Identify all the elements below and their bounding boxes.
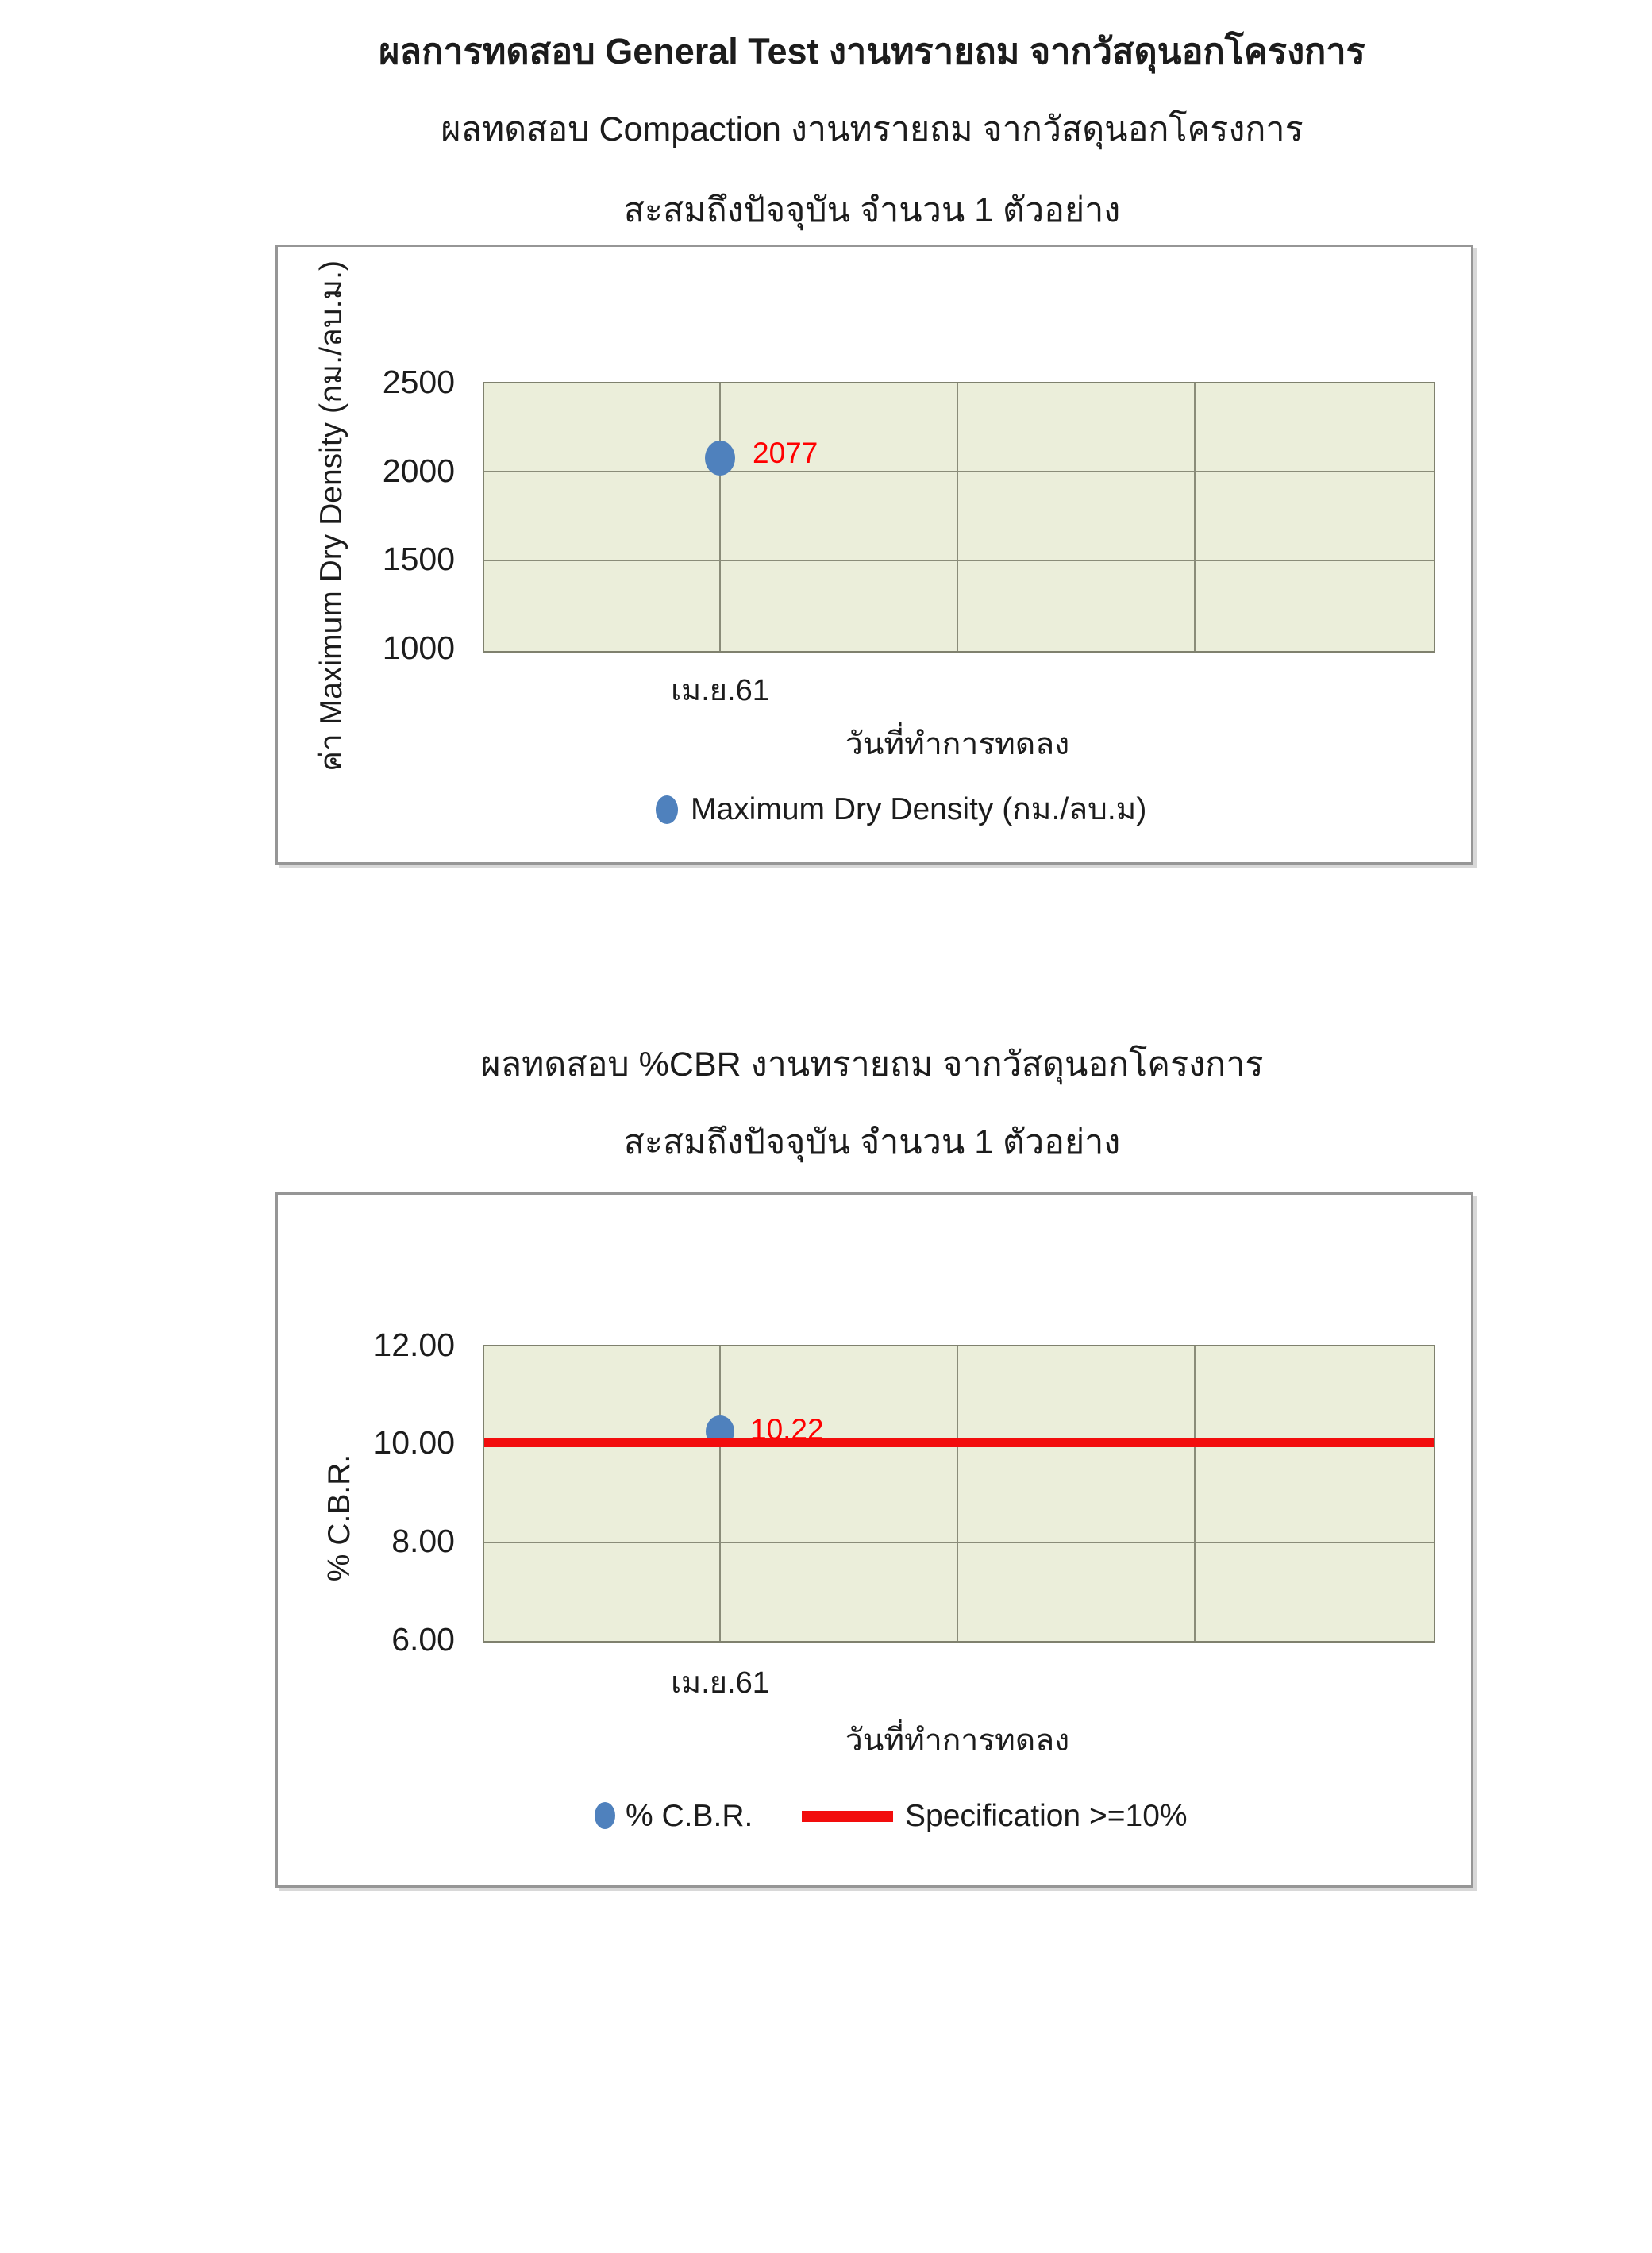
- chart2-x-axis-title: วันที่ทำการทดลง: [845, 1723, 1070, 1758]
- chart1-data-point-label: 2077: [753, 437, 818, 469]
- chart2-xtick: เม.ย.61: [671, 1666, 769, 1700]
- page-title: ผลการทดสอบ General Test งานทรายถม จากวัส…: [379, 31, 1365, 71]
- chart1-legend-label: Maximum Dry Density (กม./ลบ.ม): [691, 792, 1147, 826]
- chart1-data-point-marker: [705, 441, 735, 476]
- spec-line-swatch-icon: [802, 1811, 893, 1822]
- chart2-ytick-8: 8.00: [391, 1523, 455, 1559]
- chart2-subtitle: สะสมถึงปัจจุบัน จำนวน 1 ตัวอย่าง: [623, 1123, 1121, 1161]
- chart1-ytick-2000: 2000: [382, 453, 455, 489]
- gridline-vertical: [1194, 383, 1196, 651]
- chart2-legend-spec-label: Specification >=10%: [905, 1799, 1188, 1833]
- chart1-ytick-1500: 1500: [382, 541, 455, 577]
- gridline-vertical: [957, 383, 958, 651]
- cbr-chart: % C.B.R. 12.00 10.00 8.00 6.00 10.22 เม.…: [275, 1192, 1473, 1888]
- chart2-legend-cbr-label: % C.B.R.: [626, 1799, 753, 1833]
- chart2-ytick-6: 6.00: [391, 1621, 455, 1658]
- specification-line: [484, 1438, 1434, 1447]
- chart1-ytick-1000: 1000: [382, 630, 455, 666]
- gridline-vertical: [957, 1346, 958, 1641]
- chart2-data-point-label: 10.22: [750, 1413, 824, 1446]
- chart2-ytick-10: 10.00: [373, 1424, 455, 1461]
- chart1-plot-area: 2077: [483, 382, 1435, 653]
- chart1-title: ผลทดสอบ Compaction งานทรายถม จากวัสดุนอก…: [441, 110, 1304, 148]
- chart2-ytick-12: 12.00: [373, 1327, 455, 1363]
- gridline-horizontal: [484, 1542, 1434, 1543]
- chart1-xtick: เม.ย.61: [671, 674, 769, 707]
- cbr-series-marker-icon: [595, 1802, 615, 1829]
- chart2-plot-area: 10.22: [483, 1345, 1435, 1643]
- chart1-ytick-2500: 2500: [382, 364, 455, 400]
- chart1-subtitle: สะสมถึงปัจจุบัน จำนวน 1 ตัวอย่าง: [623, 191, 1121, 229]
- compaction-chart: ค่า Maximum Dry Density (กม./ลบ.ม.) 2500…: [275, 245, 1473, 865]
- gridline-vertical: [1194, 1346, 1196, 1641]
- gridline-vertical: [719, 383, 721, 651]
- chart2-title: ผลทดสอบ %CBR งานทรายถม จากวัสดุนอกโครงกา…: [480, 1046, 1264, 1084]
- chart1-x-axis-title: วันที่ทำการทดลง: [845, 727, 1070, 761]
- chart1-y-axis-title: ค่า Maximum Dry Density (กม./ลบ.ม.): [314, 260, 348, 772]
- gridline-horizontal: [484, 560, 1434, 561]
- gridline-vertical: [719, 1346, 721, 1641]
- gridline-horizontal: [484, 471, 1434, 472]
- density-series-marker-icon: [656, 795, 678, 824]
